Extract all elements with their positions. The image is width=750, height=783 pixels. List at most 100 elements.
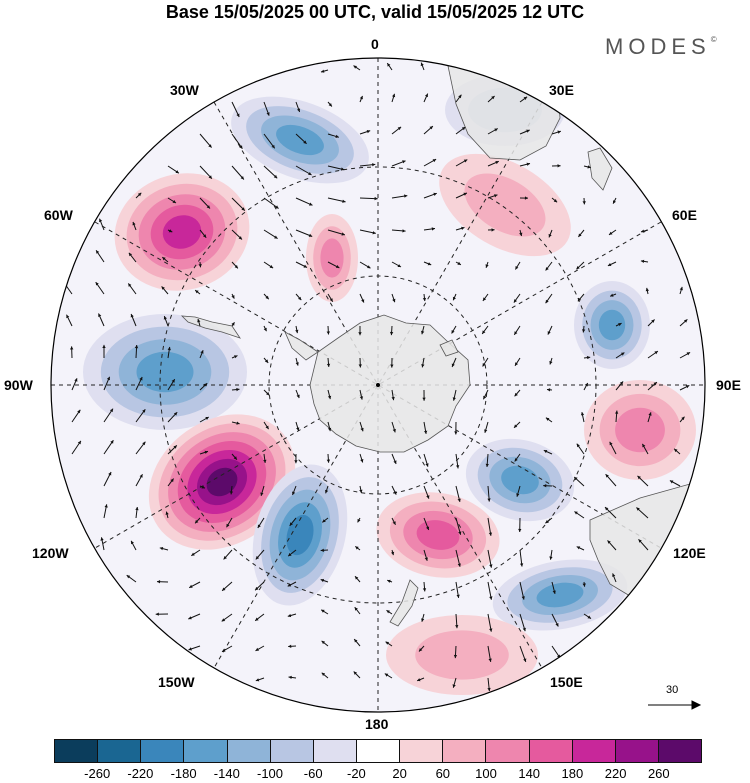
anomaly-contour <box>206 467 238 497</box>
colorbar-tick-label: -180 <box>170 766 197 781</box>
wind-vector-head <box>425 93 428 98</box>
lon-label-120w: 120W <box>32 545 69 561</box>
anomaly-field <box>83 74 696 695</box>
wind-vector-head <box>681 416 685 421</box>
wind-vector-head <box>618 323 622 327</box>
colorbar-swatch <box>98 739 142 763</box>
colorbar-tick-label: -60 <box>303 766 323 781</box>
lon-label-60w: 60W <box>44 207 73 223</box>
wind-vector-head <box>393 460 397 464</box>
wind-vector-head <box>342 199 346 203</box>
wind-vector-head <box>200 350 204 354</box>
colorbar-tick-label: 60 <box>435 766 451 781</box>
wind-vector-head <box>654 351 658 355</box>
wind-vector-head <box>106 376 110 381</box>
page-title: Base 15/05/2025 00 UTC, valid 15/05/2025… <box>165 2 585 22</box>
anomaly-contour <box>276 124 324 156</box>
wind-vector-head <box>159 547 164 551</box>
wind-vector-head <box>494 128 498 132</box>
wind-vector-head <box>417 678 421 682</box>
wind-vector-head <box>354 639 358 643</box>
modes-logo: MODES© <box>605 34 717 60</box>
wind-vector-head <box>421 330 425 335</box>
wind-vector-head <box>271 144 275 149</box>
wind-vector-head <box>638 539 642 543</box>
wind-vector-head <box>557 130 561 134</box>
wind-vector-head <box>619 381 624 385</box>
wind-vector-head <box>255 617 259 621</box>
colorbar-tick-label: -20 <box>346 766 366 781</box>
brand-mark: © <box>710 35 717 44</box>
wind-vector-head <box>188 616 192 620</box>
wind-vector-head <box>162 257 166 261</box>
wind-vectors <box>63 62 691 692</box>
wind-vector-head <box>515 266 519 270</box>
scale-arrow-head <box>691 700 702 710</box>
wind-vector-head <box>135 507 139 511</box>
wind-vector-head <box>294 460 298 464</box>
colorbar-swatch <box>486 739 530 763</box>
wind-vector-head <box>102 344 106 348</box>
wind-vector-head <box>355 546 359 550</box>
wind-vector-head <box>491 96 495 100</box>
wind-vector-head <box>451 330 455 334</box>
wind-vector-head <box>422 297 427 302</box>
wind-vector-head <box>321 672 326 676</box>
wind-vector-head <box>582 201 586 205</box>
wind-vector-head <box>463 192 467 196</box>
wind-vector-head <box>392 428 396 433</box>
wind-vector-head <box>458 94 462 99</box>
lon-label-150e: 150E <box>550 674 583 690</box>
wind-vector-head <box>574 477 578 481</box>
anomaly-contour <box>615 407 665 453</box>
wind-vector-head <box>263 459 267 463</box>
wind-vector-head <box>390 364 394 368</box>
wind-vector-head <box>205 417 209 420</box>
wind-vector-head <box>223 556 227 560</box>
wind-vector-head <box>264 359 269 363</box>
wind-vector-head <box>260 492 264 496</box>
wind-vector-head <box>605 507 609 511</box>
wind-vector-head <box>679 286 683 291</box>
wind-vector-head <box>491 228 495 232</box>
colorbar-swatch <box>615 739 659 763</box>
anomaly-contour <box>162 215 202 249</box>
wind-vector-head <box>613 200 616 204</box>
wind-vector-head <box>308 172 312 175</box>
wind-vector-head <box>353 671 357 675</box>
wind-vector-head <box>296 427 300 431</box>
wind-vector-head <box>132 221 136 226</box>
wind-vector-head <box>95 282 99 286</box>
colorbar-tick-label: -100 <box>256 766 284 781</box>
wind-vector-head <box>576 546 581 550</box>
wind-vector-head <box>96 250 100 254</box>
wind-vector-head <box>265 425 269 430</box>
wind-vector-head <box>402 229 406 233</box>
colorbar-swatch <box>443 739 487 763</box>
colorbar-swatch <box>313 739 357 763</box>
wind-vector-head <box>170 478 174 483</box>
colorbar-swatch <box>572 739 616 763</box>
wind-vector-head <box>173 445 177 449</box>
wind-vector-head <box>265 295 269 300</box>
antarctica <box>309 314 471 453</box>
colorbar-tick-label: 180 <box>561 766 584 781</box>
wind-vector-head <box>453 654 458 659</box>
wind-vector-head <box>516 493 520 497</box>
wind-vector-head <box>421 364 425 368</box>
wind-vector-head <box>203 383 208 387</box>
wind-vector-head <box>208 144 212 148</box>
wind-vector-head <box>321 69 325 73</box>
wind-vector-head <box>488 658 492 662</box>
lon-label-120e: 120E <box>673 545 706 561</box>
wind-vector-head <box>391 396 395 401</box>
wind-vector-head <box>545 299 549 304</box>
anomaly-contour <box>320 238 344 278</box>
wind-vector-head <box>100 537 104 541</box>
wind-vector-head <box>578 233 582 237</box>
wind-vector-head <box>292 491 296 495</box>
wind-vector-head <box>197 319 201 323</box>
wind-vector-head <box>341 232 345 236</box>
wind-vector-head <box>402 160 406 164</box>
wind-vector-head <box>296 394 300 399</box>
